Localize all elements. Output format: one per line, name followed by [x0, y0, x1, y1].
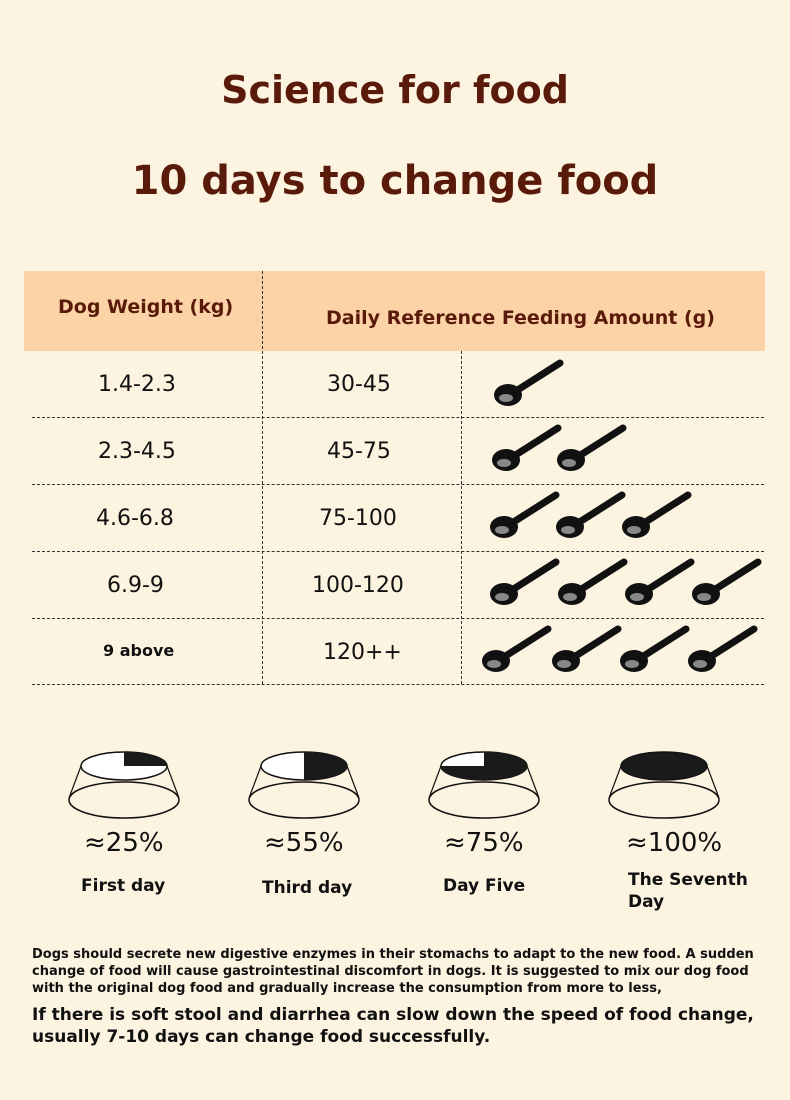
percent-day-5: ≈75% [444, 828, 524, 858]
spoon-icon [622, 491, 692, 538]
row-1-weight: 1.4-2.3 [98, 372, 176, 397]
row-3-weight: 4.6-6.8 [96, 506, 174, 531]
page-subtitle: 10 days to change food [131, 158, 659, 204]
spoon-icon [482, 625, 552, 672]
spoon-icon [552, 625, 622, 672]
food-bowl-icon [608, 751, 720, 819]
row-3-amount: 75-100 [319, 506, 397, 531]
spoon-icon [557, 424, 627, 471]
header-weight: Dog Weight (kg) [58, 296, 234, 318]
row-divider [32, 618, 764, 619]
column-divider [262, 271, 263, 684]
row-4-amount: 100-120 [312, 573, 404, 598]
row-5-amount: 120++ [323, 640, 402, 665]
row-1-amount: 30-45 [327, 372, 391, 397]
food-bowl-icon [248, 751, 360, 819]
label-day-7: The Seventh Day [628, 870, 748, 912]
percent-day-3: ≈55% [264, 828, 344, 858]
feeding-table: Dog Weight (kg) Daily Reference Feeding … [24, 271, 765, 686]
label-day-5: Day Five [443, 876, 526, 896]
table-header: Dog Weight (kg) Daily Reference Feeding … [24, 271, 765, 351]
spoon-icon [620, 625, 690, 672]
spoon-icon [625, 558, 695, 605]
spoon-icon [556, 491, 626, 538]
note-emphasis: If there is soft stool and diarrhea can … [32, 1005, 754, 1047]
note-paragraph: Dogs should secrete new digestive enzyme… [32, 947, 754, 996]
row-4-weight: 6.9-9 [107, 573, 164, 598]
row-divider [32, 684, 764, 685]
column-divider [461, 351, 462, 684]
label-day-1: First day [81, 876, 166, 896]
percent-day-1: ≈25% [84, 828, 164, 858]
percent-day-7: ≈100% [626, 828, 723, 858]
spoon-icon [692, 558, 762, 605]
spoon-icon [490, 558, 560, 605]
row-2-weight: 2.3-4.5 [98, 439, 176, 464]
row-divider [32, 417, 764, 418]
food-bowl-icon [68, 751, 180, 819]
row-divider [32, 484, 764, 485]
spoon-icon [558, 558, 628, 605]
header-amount: Daily Reference Feeding Amount (g) [326, 307, 715, 329]
spoon-icon [688, 625, 758, 672]
row-divider [32, 551, 764, 552]
spoon-icon [494, 359, 564, 406]
page-title: Science for food [221, 68, 569, 112]
row-2-amount: 45-75 [327, 439, 391, 464]
label-day-3: Third day [262, 878, 353, 898]
food-bowl-icon [428, 751, 540, 819]
spoon-icon [490, 491, 560, 538]
row-5-weight: 9 above [103, 641, 175, 660]
spoon-icon [492, 424, 562, 471]
